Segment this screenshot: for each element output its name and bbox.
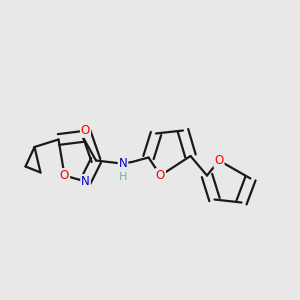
Text: N: N [81,175,90,188]
Text: H: H [119,172,127,182]
Text: O: O [81,124,90,137]
Text: O: O [214,154,224,167]
Text: O: O [60,169,69,182]
Text: N: N [118,157,127,170]
Text: O: O [156,169,165,182]
